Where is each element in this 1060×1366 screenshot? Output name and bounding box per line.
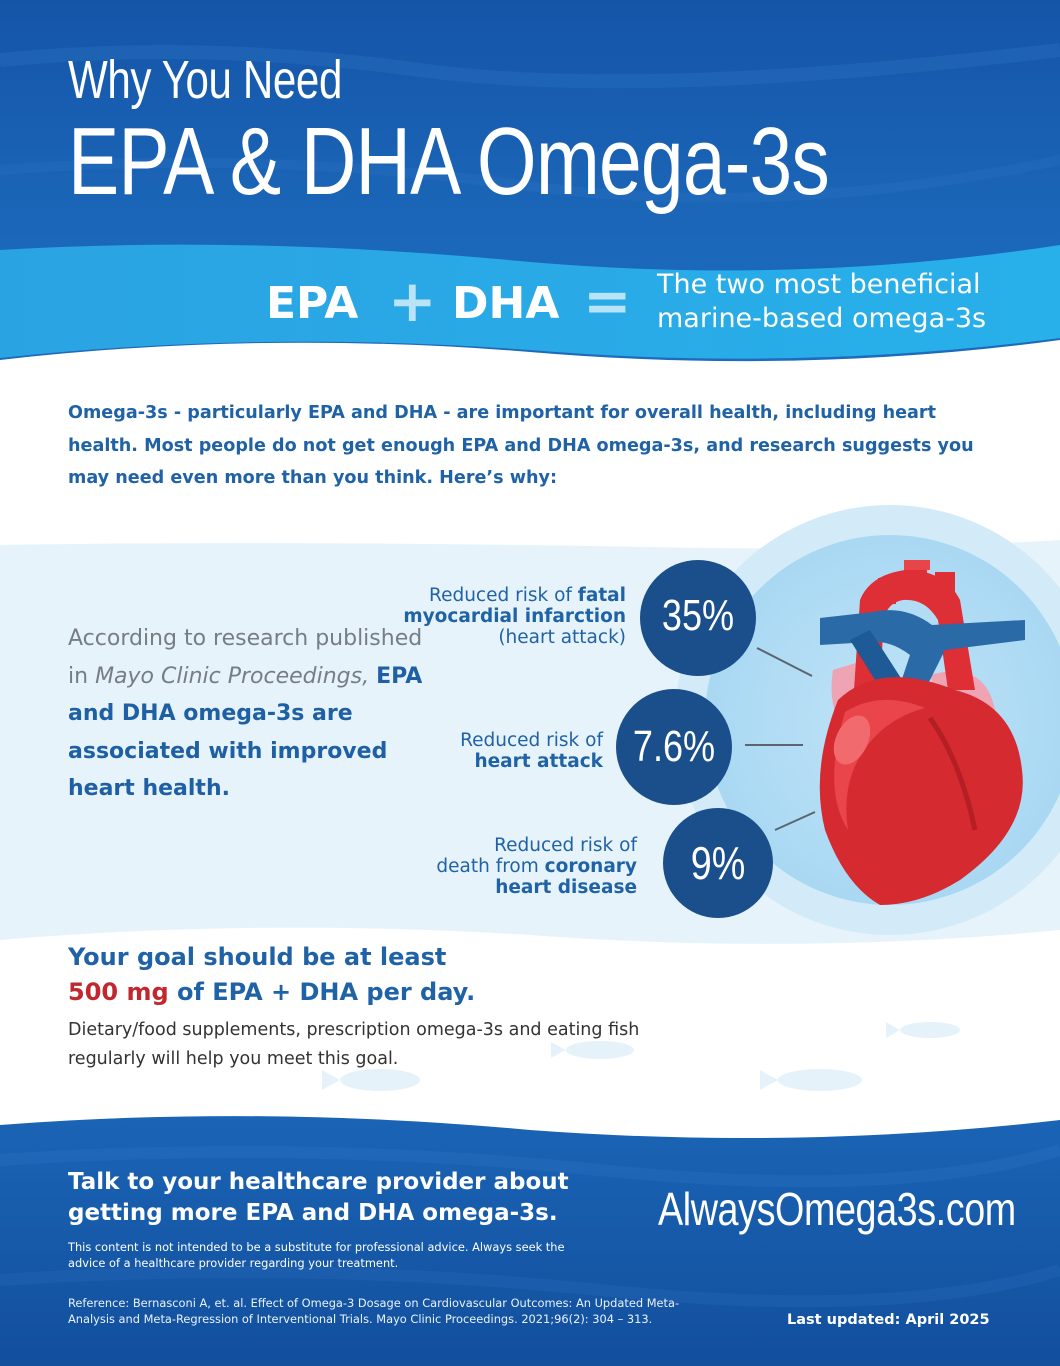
- stat-label-7-6: Reduced risk of heart attack: [460, 730, 603, 772]
- intro-paragraph: Omega-3s - particularly EPA and DHA - ar…: [68, 403, 974, 488]
- goal-line-1: Your goal should be at least: [68, 943, 447, 971]
- research-text-2: EPA and DHA omega-3s are associated with…: [68, 663, 423, 802]
- journal-name: Mayo Clinic Proceedings,: [95, 663, 370, 689]
- website-link[interactable]: AlwaysOmega3s.com: [658, 1183, 1016, 1235]
- goal-line-2: of EPA + DHA per day.: [168, 978, 476, 1006]
- stat-label-35: Reduced risk of fatal myocardial infarct…: [403, 585, 626, 648]
- equation-equals: =: [583, 267, 632, 335]
- equation-epa: EPA: [266, 278, 359, 329]
- title-line-1: Why You Need: [68, 50, 342, 110]
- daily-goal: Your goal should be at least 500 mg of E…: [68, 940, 475, 1010]
- disclaimer: This content is not intended to be a sub…: [68, 1240, 565, 1270]
- stat-circle-35: [640, 560, 756, 676]
- reference-citation: Reference: Bernasconi A, et. al. Effect …: [68, 1296, 680, 1326]
- research-text-1: According to research published in: [68, 626, 423, 689]
- equation-result: The two most beneficial marine-based ome…: [657, 268, 986, 336]
- stat-label-9: Reduced risk of death from coronary hear…: [436, 835, 637, 898]
- heart-icon: [819, 560, 1025, 905]
- stat-circle-7-6: [616, 689, 732, 805]
- goal-amount: 500 mg: [68, 978, 169, 1006]
- stat-circle-9: [663, 808, 773, 918]
- cyan-wave-band: [0, 244, 1060, 359]
- research-statement: According to research published in Mayo …: [68, 620, 428, 808]
- bottom-ocean-band: [0, 1116, 1060, 1366]
- stat-value-35: 35%: [661, 591, 735, 640]
- last-updated: Last updated: April 2025: [787, 1312, 990, 1328]
- equation-plus: +: [388, 267, 437, 335]
- equation-result-line1: The two most beneficial: [657, 269, 981, 300]
- stat-value-7-6: 7.6%: [632, 722, 716, 771]
- equation-dha: DHA: [452, 278, 560, 329]
- stat-value-9: 9%: [690, 837, 746, 889]
- equation-result-line2: marine-based omega-3s: [657, 303, 987, 334]
- cta-text: Talk to your healthcare provider about g…: [68, 1169, 569, 1226]
- goal-subtext: Dietary/food supplements, prescription o…: [68, 1020, 640, 1069]
- title-line-2: EPA & DHA Omega-3s: [68, 108, 830, 215]
